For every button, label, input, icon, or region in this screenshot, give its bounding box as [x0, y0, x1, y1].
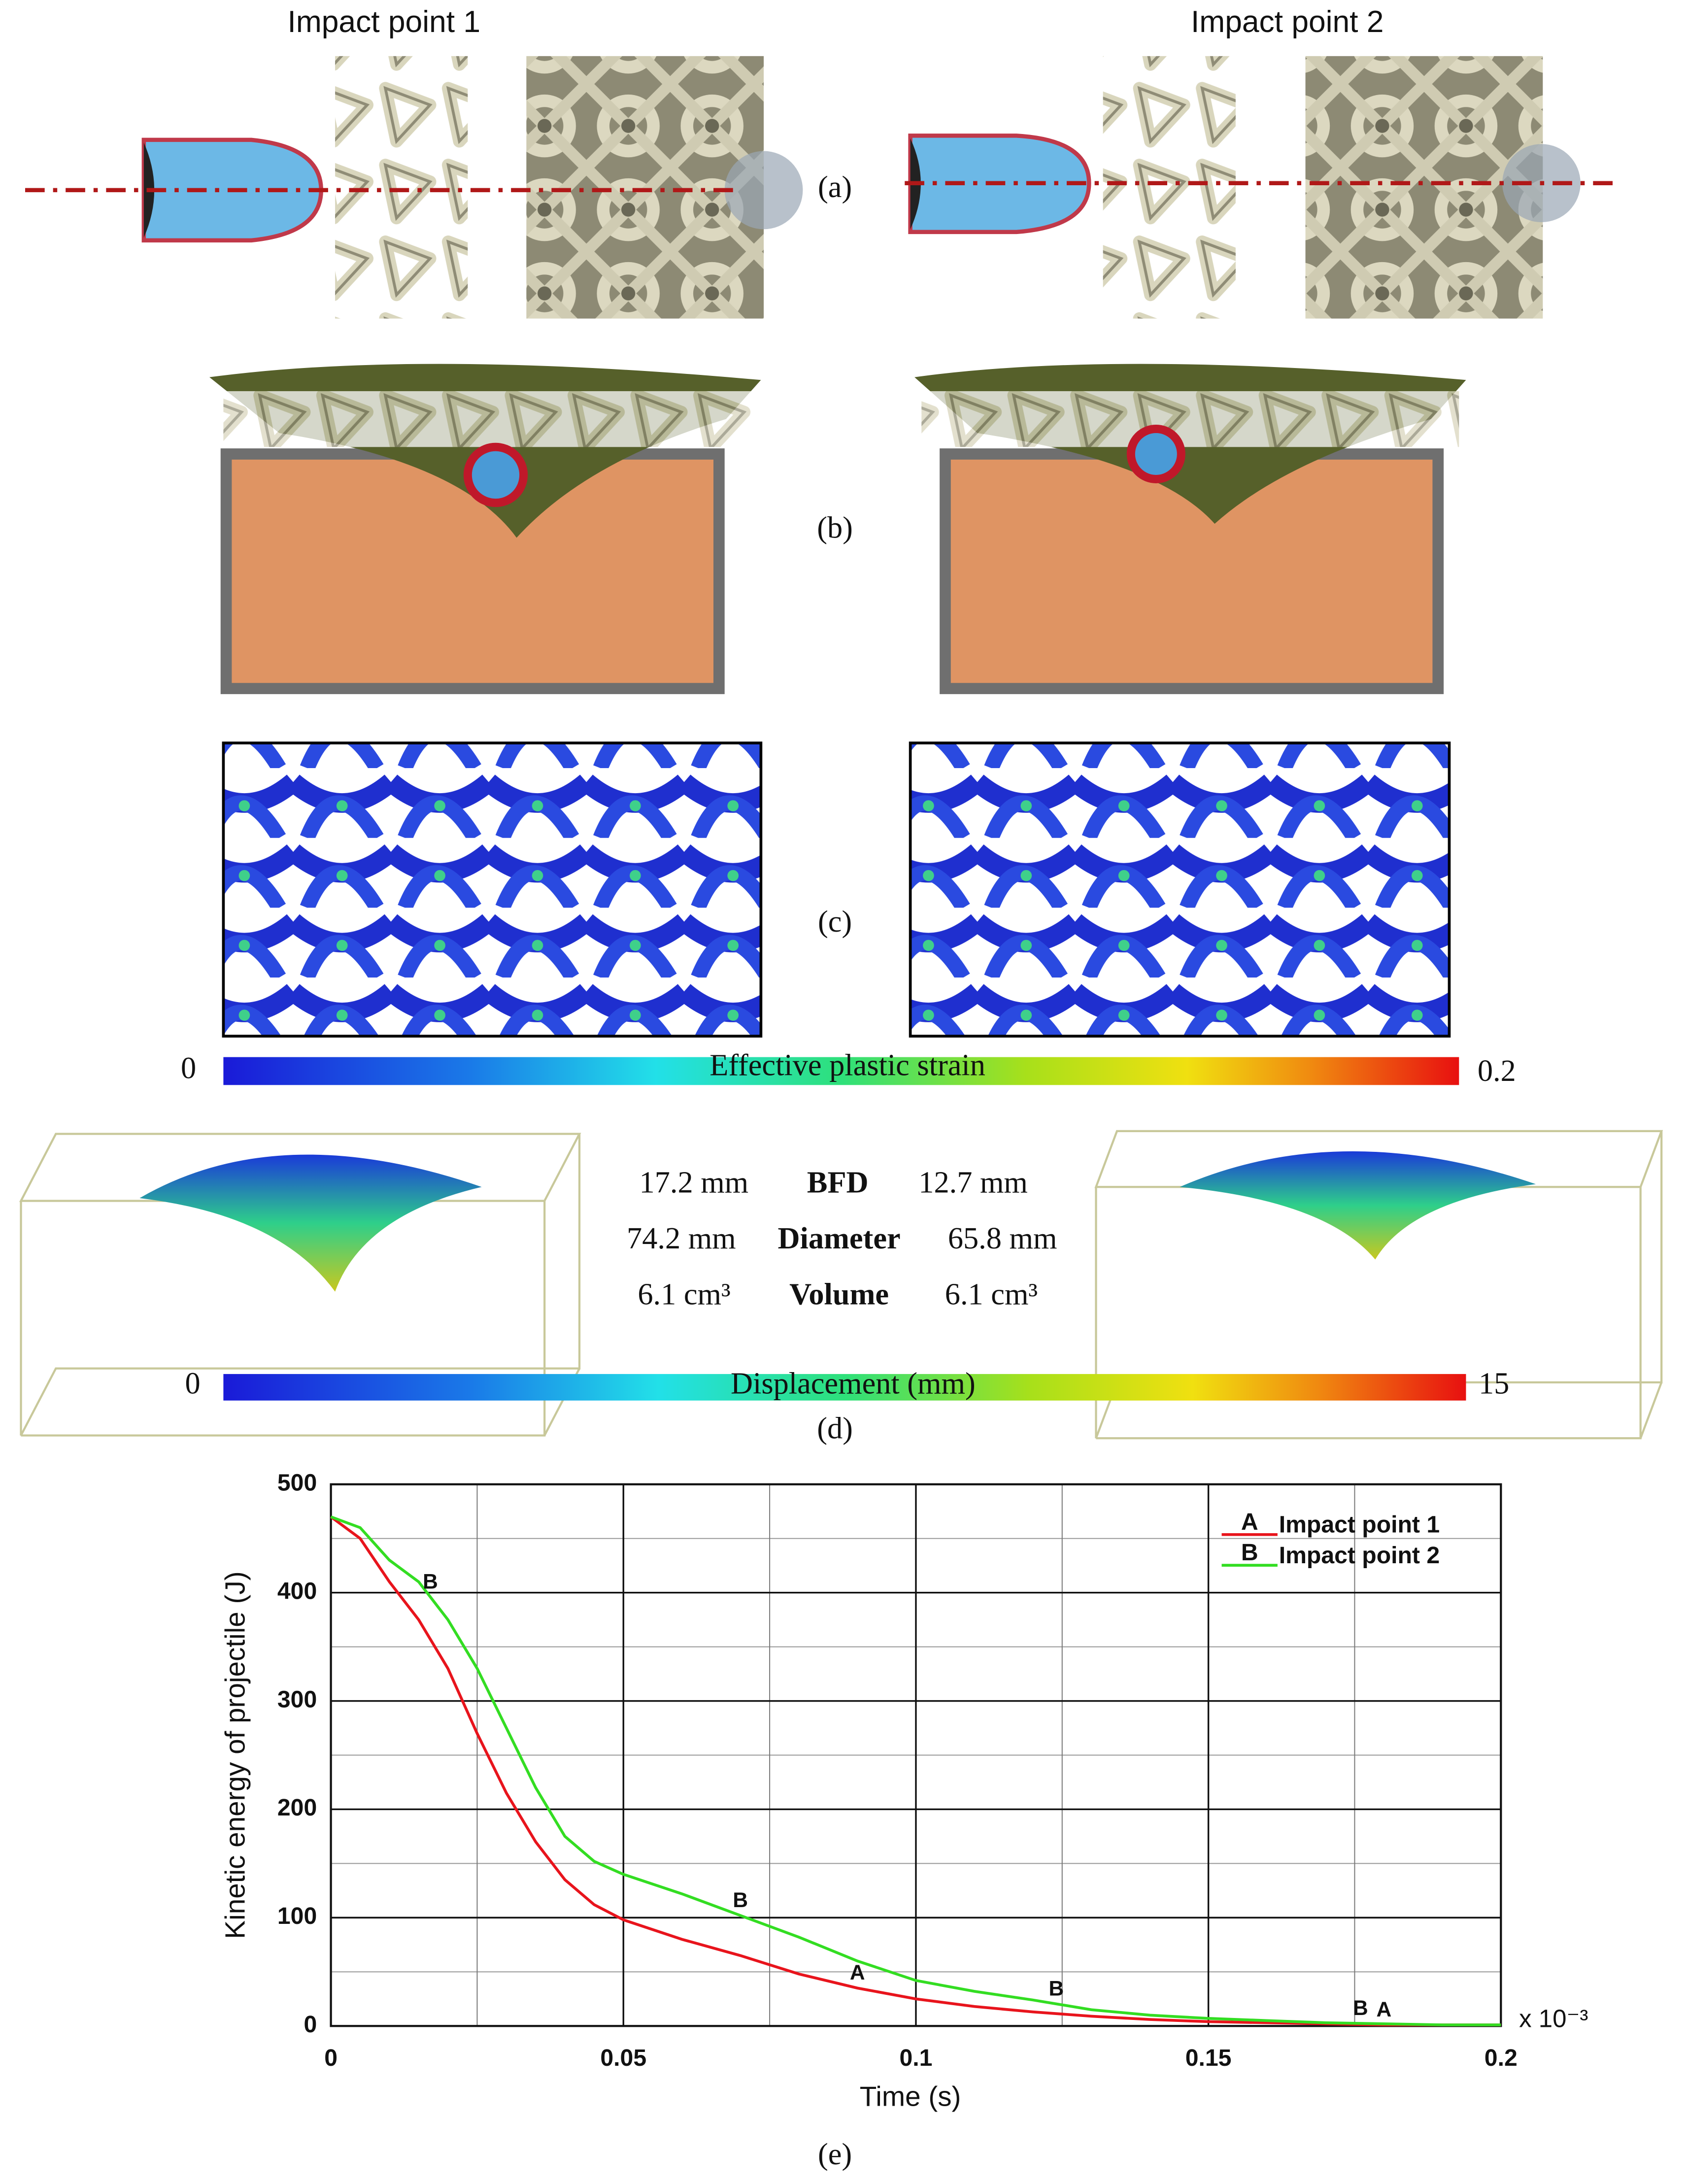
section-view-1 [209, 364, 761, 694]
y-tick-label: 100 [277, 1903, 317, 1929]
x-tick-label: 0.05 [600, 2045, 646, 2071]
section-view-2 [914, 364, 1466, 694]
colorbar-max: 0.2 [1478, 1054, 1516, 1088]
lattice-front [526, 56, 764, 319]
panel-title: Impact point 2 [1191, 5, 1384, 39]
colorbar [223, 1057, 1459, 1085]
strain-view-1 [222, 741, 763, 1038]
colorbar-min: 0 [181, 1051, 196, 1085]
x-tick-label: 0.2 [1485, 2045, 1518, 2071]
panel-label: (e) [818, 2137, 852, 2171]
lattice-side [335, 56, 468, 319]
cell: BFD [807, 1166, 869, 1200]
wireframe [19, 1133, 581, 1437]
curve-marker: B [733, 1889, 748, 1912]
panel-title: Impact point 1 [288, 5, 480, 39]
y-tick-label: 0 [304, 2011, 317, 2038]
colorbar-title: Effective plastic strain [709, 1048, 985, 1082]
y-tick-label: 400 [277, 1578, 317, 1604]
colorbar [223, 1374, 1466, 1401]
legend-label: Impact point 2 [1279, 1542, 1440, 1569]
plot-frame [330, 1483, 1502, 2027]
y-tick-label: 200 [277, 1794, 317, 1821]
line-series [330, 1515, 1501, 2026]
legend-label: Impact point 1 [1279, 1512, 1440, 1538]
cell: Volume [789, 1277, 889, 1311]
lattice [223, 391, 754, 447]
deformation-table: 17.2 mm BFD 12.7 mm 74.2 mm Diameter 65.… [627, 1166, 1057, 1311]
projectile [1126, 424, 1185, 483]
cell: 6.1 cm³ [945, 1277, 1038, 1311]
lattice-side [1103, 56, 1236, 319]
colorbar-title: Displacement (mm) [731, 1367, 976, 1401]
cell: 74.2 mm [627, 1221, 736, 1255]
curve-marker: B [423, 1570, 438, 1593]
impact-scene-1 [25, 56, 803, 319]
curve-marker: A [850, 1961, 865, 1984]
strain-view-2 [909, 741, 1451, 1038]
displacement-view-1 [19, 1133, 581, 1437]
x-axis-title: Time (s) [860, 2082, 961, 2113]
deformed-surface [139, 1154, 482, 1292]
colorbar-min: 0 [185, 1367, 200, 1401]
impact-marker [724, 151, 803, 230]
panel-label: (a) [818, 170, 852, 204]
legend-marker: A [1241, 1509, 1258, 1535]
legend-marker: B [1241, 1539, 1258, 1566]
panel-label: (c) [818, 905, 852, 939]
y-tick-label: 500 [277, 1470, 317, 1496]
panel-label: (d) [817, 1411, 853, 1445]
curve-marker: B [1049, 1977, 1064, 2000]
impact-scene-2 [905, 56, 1616, 319]
curve-marker: A [1376, 1998, 1391, 2021]
y-axis-title: Kinetic energy of projectile (J) [220, 1571, 251, 1939]
curve-marker: B [1353, 1997, 1368, 2020]
cell: 12.7 mm [918, 1166, 1028, 1200]
panel-label: (b) [817, 511, 853, 545]
colorbar-max: 15 [1479, 1367, 1509, 1401]
x-tick-label: 0.15 [1185, 2045, 1232, 2071]
lattice [921, 391, 1459, 447]
x-tick-label: 0 [324, 2045, 338, 2071]
cell: Diameter [777, 1221, 900, 1255]
projectile [463, 442, 528, 507]
x-axis-unit: x 10⁻³ [1519, 2004, 1588, 2032]
cell: 65.8 mm [948, 1221, 1057, 1255]
x-tick-label: 0.1 [899, 2045, 932, 2071]
deformed-surface [1180, 1151, 1536, 1260]
cell: 6.1 cm³ [638, 1277, 730, 1311]
cell: 17.2 mm [640, 1166, 749, 1200]
y-tick-label: 300 [277, 1686, 317, 1713]
line-series [330, 1515, 1501, 2026]
